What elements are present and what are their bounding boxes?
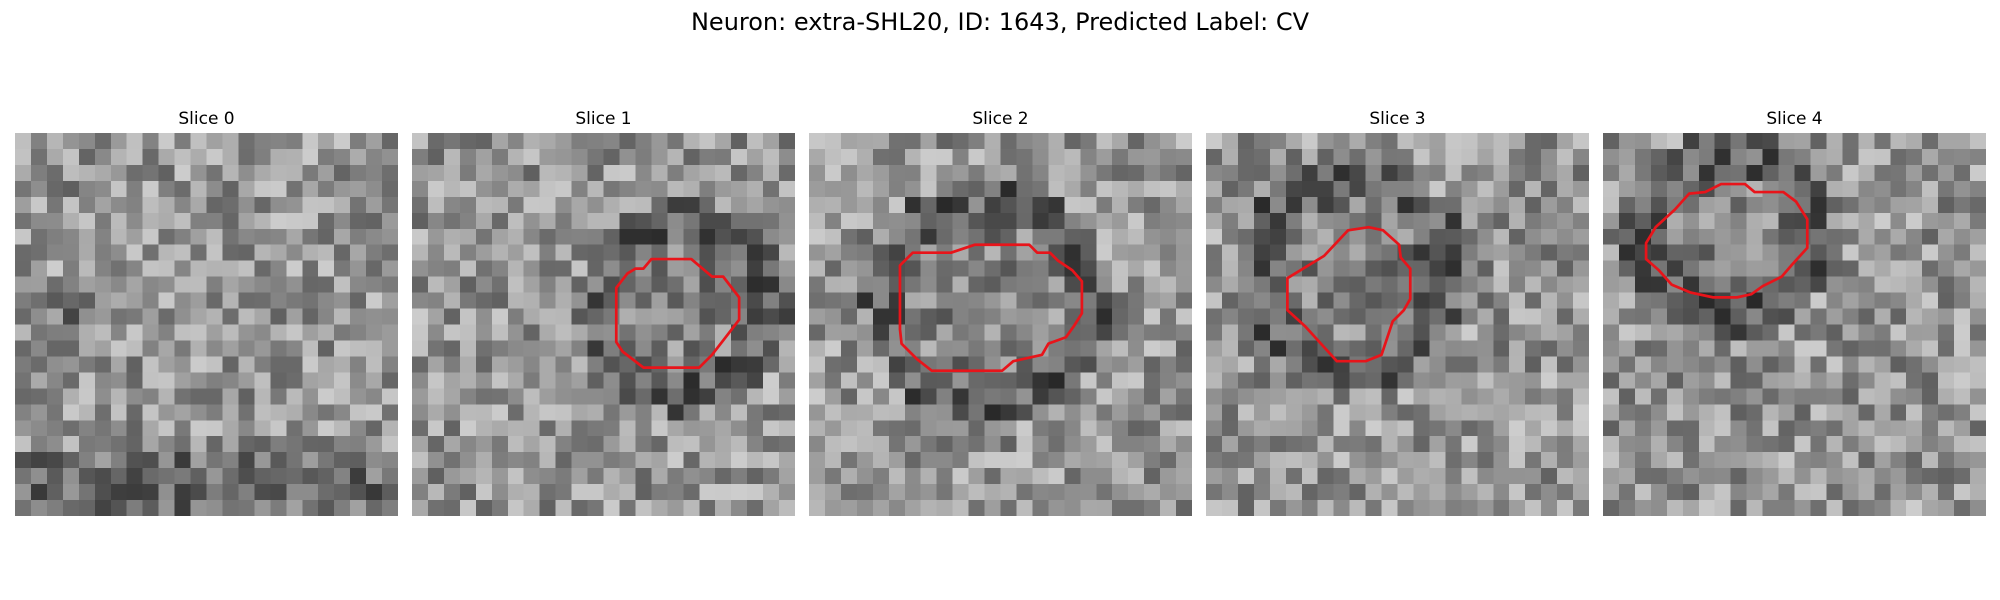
slice-panel-0: Slice 0 bbox=[15, 108, 398, 516]
slice-title: Slice 1 bbox=[575, 109, 632, 129]
slice-title: Slice 0 bbox=[178, 109, 235, 129]
slice-image bbox=[1603, 133, 1986, 516]
figure-title: Neuron: extra-SHL20, ID: 1643, Predicted… bbox=[690, 8, 1310, 36]
slice-title: Slice 2 bbox=[972, 109, 1029, 129]
roi-contour bbox=[614, 257, 741, 369]
slice-panel-4: Slice 4 bbox=[1603, 108, 1986, 516]
slice-panel-1: Slice 1 bbox=[412, 108, 795, 516]
slice-image bbox=[15, 133, 398, 516]
slice-panel-3: Slice 3 bbox=[1206, 108, 1589, 516]
slice-title: Slice 4 bbox=[1766, 109, 1823, 129]
slice-image bbox=[1206, 133, 1589, 516]
roi-contour bbox=[1286, 225, 1412, 363]
slice-image bbox=[412, 133, 795, 516]
roi-contour bbox=[1644, 182, 1809, 299]
slice-title: Slice 3 bbox=[1369, 109, 1426, 129]
slice-panel-2: Slice 2 bbox=[809, 108, 1192, 516]
slice-image bbox=[809, 133, 1192, 516]
roi-contour bbox=[898, 243, 1084, 373]
